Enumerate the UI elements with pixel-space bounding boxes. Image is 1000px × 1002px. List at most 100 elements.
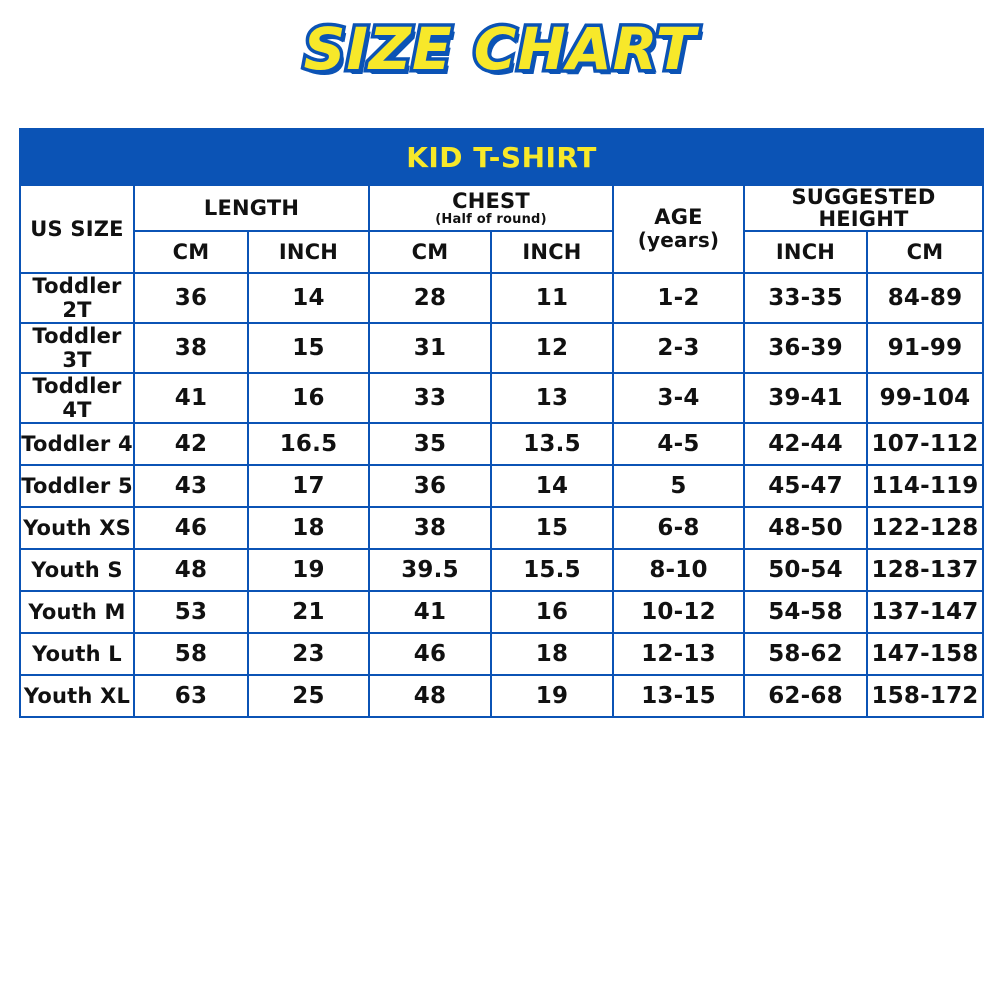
cell-us-size: Toddler 5 (19, 464, 135, 509)
header-height-inch: INCH (743, 230, 868, 275)
cell-chest-cm: 31 (368, 322, 492, 375)
cell-height-inch: 45-47 (743, 464, 868, 509)
cell-length-cm: 46 (133, 506, 249, 551)
cell-chest-inch: 13.5 (490, 422, 614, 467)
cell-chest-cm: 36 (368, 464, 492, 509)
cell-height-inch: 33-35 (743, 272, 868, 325)
header-length-inch: INCH (247, 230, 370, 275)
cell-age: 2-3 (612, 322, 745, 375)
cell-length-inch: 16.5 (247, 422, 370, 467)
page-title: SIZE CHART (300, 12, 699, 87)
header-chest: CHEST (Half of round) (368, 183, 614, 233)
cell-us-size: Youth M (19, 590, 135, 635)
cell-age: 8-10 (612, 548, 745, 593)
cell-length-cm: 43 (133, 464, 249, 509)
cell-height-inch: 62-68 (743, 674, 868, 719)
header-row-primary: US SIZE LENGTH CHEST (Half of round) AGE… (19, 183, 985, 275)
header-row-secondary: CM INCH CM INCH INCH CM (20, 230, 985, 275)
header-height-cm: CM (865, 230, 985, 275)
header-suggested-height: SUGGESTED HEIGHT (742, 183, 985, 233)
cell-age: 12-13 (612, 632, 745, 677)
cell-chest-inch: 13 (490, 372, 614, 425)
table-row: Youth XL 63 25 48 19 13-15 62-68 158-172 (19, 674, 985, 719)
cell-chest-inch: 16 (490, 590, 614, 635)
header-length-cm: CM (133, 230, 249, 275)
cell-height-cm: 114-119 (865, 464, 985, 509)
cell-height-inch: 36-39 (743, 322, 868, 375)
cell-chest-cm: 48 (368, 674, 492, 719)
cell-chest-inch: 18 (490, 632, 614, 677)
cell-height-inch: 42-44 (743, 422, 868, 467)
header-chest-note: (Half of round) (435, 211, 547, 227)
cell-length-inch: 17 (247, 464, 370, 509)
cell-height-cm: 99-104 (865, 372, 985, 425)
cell-length-cm: 38 (133, 322, 249, 375)
cell-length-cm: 48 (133, 548, 249, 593)
cell-chest-cm: 38 (368, 506, 492, 551)
cell-length-cm: 42 (133, 422, 249, 467)
cell-age: 5 (612, 464, 745, 509)
cell-chest-cm: 35 (368, 422, 492, 467)
header-age: AGE (years) (612, 183, 745, 275)
cell-chest-inch: 15 (490, 506, 614, 551)
cell-us-size: Toddler 2T (19, 272, 135, 325)
cell-us-size: Youth S (19, 548, 135, 593)
cell-us-size: Toddler 4T (19, 372, 135, 425)
cell-height-inch: 48-50 (743, 506, 868, 551)
product-banner-label: KID T-SHIRT (406, 140, 597, 174)
cell-length-cm: 36 (133, 272, 249, 325)
cell-age: 13-15 (612, 674, 745, 719)
cell-chest-inch: 19 (490, 674, 614, 719)
header-age-unit: (years) (637, 228, 720, 253)
cell-age: 10-12 (612, 590, 745, 635)
cell-height-cm: 84-89 (865, 272, 985, 325)
cell-height-inch: 54-58 (743, 590, 868, 635)
cell-age: 4-5 (612, 422, 745, 467)
size-chart-table: KID T-SHIRT US SIZE LENGTH CHEST (Half o… (18, 128, 985, 719)
cell-chest-inch: 11 (490, 272, 614, 325)
header-length: LENGTH (133, 183, 370, 233)
table-row: Toddler 4 42 16.5 35 13.5 4-5 42-44 107-… (19, 422, 985, 467)
table-row: Toddler 4T 41 16 33 13 3-4 39-41 99-104 (19, 372, 985, 425)
cell-chest-cm: 41 (368, 590, 492, 635)
header-us-size: US SIZE (19, 183, 135, 275)
cell-length-inch: 14 (247, 272, 370, 325)
cell-length-cm: 41 (133, 372, 249, 425)
cell-age: 6-8 (612, 506, 745, 551)
cell-height-cm: 158-172 (865, 674, 985, 719)
cell-height-cm: 122-128 (865, 506, 985, 551)
cell-us-size: Toddler 4 (19, 422, 135, 467)
banner-row: KID T-SHIRT (18, 128, 985, 186)
table-body: Toddler 2T 36 14 28 11 1-2 33-35 84-89 T… (19, 272, 985, 719)
cell-length-inch: 16 (247, 372, 370, 425)
table-row: Toddler 3T 38 15 31 12 2-3 36-39 91-99 (19, 322, 985, 375)
cell-chest-cm: 33 (368, 372, 492, 425)
cell-length-inch: 18 (247, 506, 370, 551)
cell-length-inch: 23 (247, 632, 370, 677)
cell-chest-inch: 14 (490, 464, 614, 509)
cell-chest-cm: 39.5 (368, 548, 492, 593)
cell-length-inch: 19 (247, 548, 370, 593)
cell-height-inch: 39-41 (743, 372, 868, 425)
page-title-container: SIZE CHART (0, 12, 1000, 87)
table-row: Toddler 5 43 17 36 14 5 45-47 114-119 (19, 464, 985, 509)
header-chest-cm: CM (368, 230, 492, 275)
table-row: Youth XS 46 18 38 15 6-8 48-50 122-128 (19, 506, 985, 551)
cell-chest-cm: 28 (368, 272, 492, 325)
cell-length-inch: 21 (247, 590, 370, 635)
table-row: Youth M 53 21 41 16 10-12 54-58 137-147 (19, 590, 985, 635)
header-chest-label: CHEST (452, 188, 530, 213)
product-banner-cell: KID T-SHIRT (18, 128, 985, 186)
size-chart-table-container: KID T-SHIRT US SIZE LENGTH CHEST (Half o… (18, 128, 985, 719)
cell-height-cm: 137-147 (865, 590, 985, 635)
cell-height-cm: 91-99 (865, 322, 985, 375)
table-row: Youth S 48 19 39.5 15.5 8-10 50-54 128-1… (19, 548, 985, 593)
cell-height-inch: 58-62 (743, 632, 868, 677)
cell-age: 3-4 (612, 372, 745, 425)
cell-us-size: Youth XL (19, 674, 135, 719)
cell-length-inch: 15 (247, 322, 370, 375)
cell-age: 1-2 (612, 272, 745, 325)
cell-us-size: Youth L (19, 632, 135, 677)
table-row: Youth L 58 23 46 18 12-13 58-62 147-158 (19, 632, 985, 677)
